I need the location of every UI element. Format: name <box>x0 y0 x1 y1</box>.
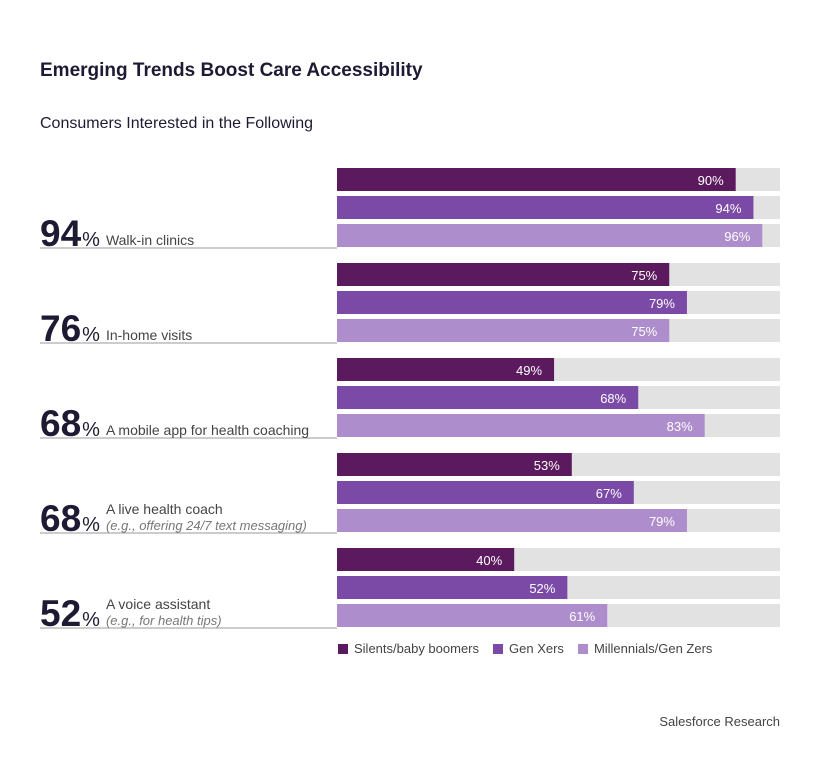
bar-value-label: 90% <box>698 173 724 188</box>
chart-subtitle: Consumers Interested in the Following <box>40 115 314 132</box>
bar-value-label: 68% <box>600 391 626 406</box>
bar-value-label: 79% <box>649 514 675 529</box>
bar-value-label: 83% <box>667 419 693 434</box>
category-label: A mobile app for health coaching <box>106 422 309 438</box>
bar-value-label: 75% <box>631 324 657 339</box>
bar <box>337 604 608 627</box>
bar-value-label: 53% <box>534 458 560 473</box>
bar <box>337 453 572 476</box>
bar-value-label: 61% <box>569 609 595 624</box>
bar <box>337 319 670 342</box>
legend-swatch-genx <box>493 643 504 654</box>
legend-swatch-silents <box>338 643 348 654</box>
legend-swatch-millennials <box>577 643 588 654</box>
bar-value-label: 67% <box>596 486 622 501</box>
bar <box>337 291 687 314</box>
bar <box>337 509 687 532</box>
category-note: (e.g., for health tips) <box>106 613 222 628</box>
legend-item-genx: Gen Xers <box>493 641 564 656</box>
category-label: In-home visits <box>106 327 192 343</box>
legend-label-silents: Silents/baby boomers <box>354 641 480 656</box>
legend-item-silents: Silents/baby boomers <box>338 641 479 656</box>
legend: Silents/baby boomers Gen Xers Millennial… <box>338 641 712 656</box>
category-total: 94 <box>40 213 82 254</box>
chart-title: Emerging Trends Boost Care Accessibility <box>40 60 423 81</box>
legend-item-millennials: Millennials/Gen Zers <box>577 641 713 656</box>
bar <box>337 168 736 191</box>
legend-label-millennials: Millennials/Gen Zers <box>593 641 713 656</box>
bar-value-label: 79% <box>649 296 675 311</box>
category-total: 76 <box>40 308 81 349</box>
bar <box>337 263 670 286</box>
bar <box>337 576 568 599</box>
category-total-percent: % <box>82 229 100 251</box>
legend-label-genx: Gen Xers <box>509 641 564 656</box>
source-credit: Salesforce Research <box>659 714 780 729</box>
bar <box>337 414 705 437</box>
bar <box>337 481 634 504</box>
bar <box>337 196 754 219</box>
category-total-percent: % <box>82 419 100 441</box>
category-total: 68 <box>40 403 81 444</box>
bar-value-label: 75% <box>631 268 657 283</box>
category-total-percent: % <box>82 324 100 346</box>
category-label: Walk-in clinics <box>106 232 194 248</box>
category-total: 52 <box>40 593 81 634</box>
category-total-percent: % <box>82 609 100 631</box>
bar-value-label: 94% <box>715 201 741 216</box>
bar-value-label: 40% <box>476 553 502 568</box>
bar <box>337 548 515 571</box>
bar-value-label: 49% <box>516 363 542 378</box>
bar <box>337 358 555 381</box>
bar <box>337 386 639 409</box>
bar-value-label: 52% <box>529 581 555 596</box>
bar-value-label: 96% <box>724 229 750 244</box>
bar <box>337 224 763 247</box>
category-label: A live health coach <box>106 501 223 517</box>
category-total-percent: % <box>82 514 100 536</box>
category-note: (e.g., offering 24/7 text messaging) <box>106 518 307 533</box>
category-total: 68 <box>40 498 81 539</box>
category-label: A voice assistant <box>106 596 210 612</box>
